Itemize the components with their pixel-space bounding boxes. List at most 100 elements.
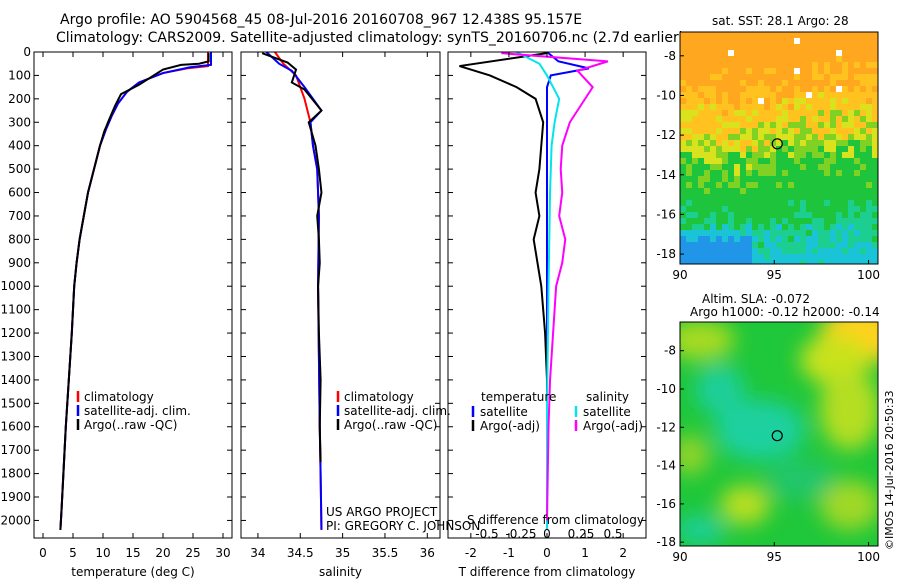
- sst-cell: [746, 152, 752, 158]
- sst-cell: [752, 140, 758, 146]
- sst-cell: [842, 74, 848, 80]
- sst-cell: [770, 32, 776, 38]
- sst-cell: [764, 68, 770, 74]
- sst-cell: [782, 242, 788, 248]
- sst-cell: [770, 38, 776, 44]
- sst-cell: [812, 248, 818, 254]
- sst-cell: [698, 128, 704, 134]
- sst-cell: [818, 158, 824, 164]
- sst-cell: [680, 122, 686, 128]
- sst-cell: [776, 62, 782, 68]
- sst-cell: [818, 38, 824, 44]
- sst-cell: [746, 122, 752, 128]
- sst-cell: [764, 176, 770, 182]
- sst-cell: [746, 86, 752, 92]
- sst-cell: [680, 242, 686, 248]
- sst-cell: [752, 116, 758, 122]
- sst-cell: [740, 170, 746, 176]
- sst-cell: [710, 170, 716, 176]
- sst-cell: [854, 92, 860, 98]
- sst-cell: [752, 188, 758, 194]
- sst-cell: [830, 164, 836, 170]
- sst-cell: [842, 230, 848, 236]
- sst-cell: [842, 104, 848, 110]
- sst-cell: [872, 56, 878, 62]
- series-climatology: [59, 52, 209, 530]
- sst-cell: [740, 236, 746, 242]
- sst-cell: [752, 50, 758, 56]
- sst-cell: [686, 164, 692, 170]
- x-tick-label: 30: [215, 546, 230, 560]
- sst-cell: [812, 188, 818, 194]
- sst-cell: [812, 110, 818, 116]
- sst-cell: [740, 182, 746, 188]
- sst-cell: [758, 56, 764, 62]
- sst-cell: [758, 80, 764, 86]
- sst-cell: [860, 56, 866, 62]
- sst-cell: [704, 236, 710, 242]
- sst-cell: [770, 254, 776, 260]
- sst-axes: 90 95 100 -8 -10 -12 -14 -16 -18: [656, 49, 880, 282]
- sst-cell: [704, 44, 710, 50]
- sst-cell: [722, 122, 728, 128]
- sst-cell: [764, 140, 770, 146]
- sst-cell: [836, 56, 842, 62]
- sst-cell: [794, 182, 800, 188]
- sst-cell: [764, 212, 770, 218]
- sst-cell: [866, 38, 872, 44]
- sst-cell: [728, 74, 734, 80]
- sst-cell: [794, 242, 800, 248]
- sst-cell: [872, 122, 878, 128]
- sst-cell: [728, 140, 734, 146]
- s-tick-label: 0.25: [568, 527, 595, 541]
- sst-cell: [704, 128, 710, 134]
- sst-cell: [818, 110, 824, 116]
- sst-cell: [680, 32, 686, 38]
- sst-cell: [830, 248, 836, 254]
- y-tick-label: 500: [8, 162, 31, 176]
- sst-cell: [722, 182, 728, 188]
- map-x-tick-label: 90: [672, 550, 687, 564]
- sst-cell: [704, 230, 710, 236]
- sst-cell: [854, 38, 860, 44]
- sst-cell: [854, 140, 860, 146]
- sst-cell: [686, 38, 692, 44]
- sst-cell: [710, 74, 716, 80]
- sst-cell: [692, 218, 698, 224]
- s-tick-label: 0.5: [603, 527, 622, 541]
- sst-cell: [794, 176, 800, 182]
- sst-cell: [740, 152, 746, 158]
- sst-cell: [710, 104, 716, 110]
- sst-cell: [758, 230, 764, 236]
- sst-cell: [824, 140, 830, 146]
- sst-cell: [818, 140, 824, 146]
- sst-cell: [854, 110, 860, 116]
- sst-cell: [752, 200, 758, 206]
- sst-cell: [746, 128, 752, 134]
- map-x-tick-label: 95: [767, 268, 782, 282]
- map-x-tick-label: 100: [857, 268, 880, 282]
- sst-cell: [872, 92, 878, 98]
- sst-cell: [764, 164, 770, 170]
- x-tick-label: -2: [465, 546, 477, 560]
- sst-cell: [842, 206, 848, 212]
- sst-cell: [788, 116, 794, 122]
- sst-cell: [818, 32, 824, 38]
- sst-cell: [764, 152, 770, 158]
- sst-cell: [746, 188, 752, 194]
- sst-cell: [794, 170, 800, 176]
- sst-cell: [818, 170, 824, 176]
- x-tick-label: 2: [619, 546, 627, 560]
- salinity-panel: 34 34.5 35 35.5 36 salinity climatologysatelli…: [240, 51, 451, 579]
- sst-cell: [758, 248, 764, 254]
- sst-cell: [824, 224, 830, 230]
- sst-cell: [854, 80, 860, 86]
- sst-cell: [812, 104, 818, 110]
- sst-cell: [872, 182, 878, 188]
- sst-cell: [776, 110, 782, 116]
- sst-cell: [728, 110, 734, 116]
- sst-cell: [752, 230, 758, 236]
- sst-cell: [848, 164, 854, 170]
- sst-cell: [758, 206, 764, 212]
- sst-cell: [818, 188, 824, 194]
